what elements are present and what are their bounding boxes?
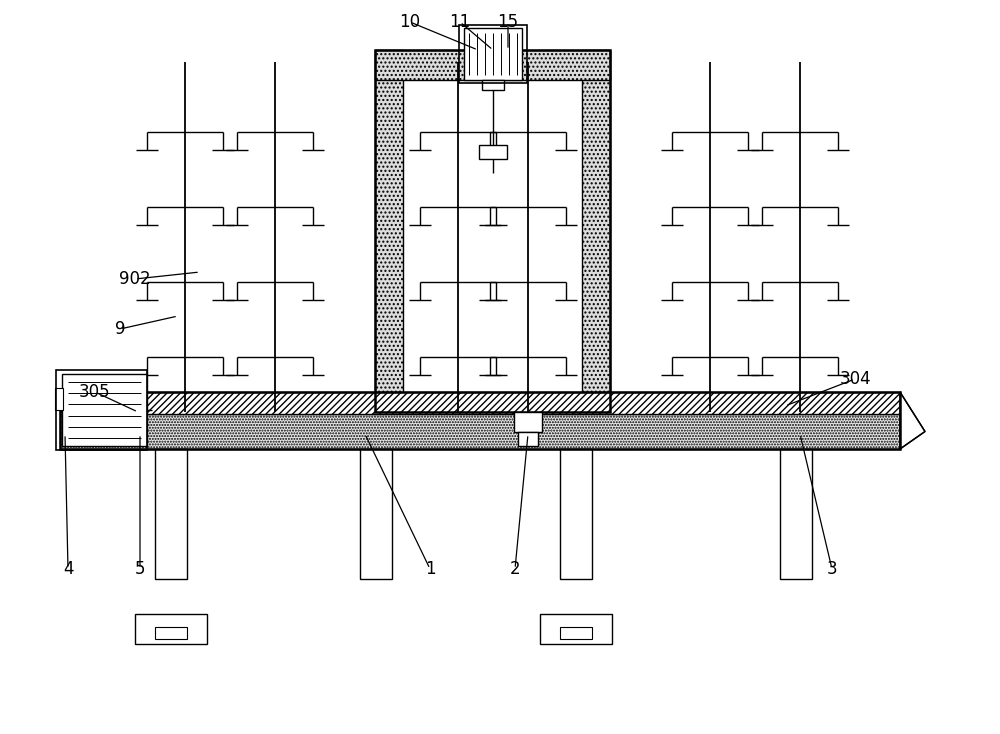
Bar [135,614,207,644]
Text: 1: 1 [425,560,435,578]
Text: 3: 3 [827,560,837,578]
Bar [514,412,542,432]
Bar [155,627,187,639]
Text: 902: 902 [119,270,151,288]
Text: 2: 2 [510,560,520,578]
Text: 304: 304 [839,370,871,388]
Text: 4: 4 [63,560,73,578]
Bar [60,414,900,449]
Bar [60,392,900,414]
Text: 11: 11 [449,13,471,31]
Bar [464,28,522,80]
Bar [60,392,900,449]
Bar [155,449,187,579]
Bar [375,50,610,80]
Bar [560,449,592,579]
Bar [518,432,538,446]
Bar [582,50,610,412]
Bar [780,449,812,579]
Bar [560,627,592,639]
Polygon shape [900,392,925,449]
Text: 15: 15 [497,13,519,31]
Bar [375,50,610,412]
Text: 9: 9 [115,320,125,338]
Bar [56,370,147,450]
Bar [479,145,507,159]
Text: 5: 5 [135,560,145,578]
Bar [482,80,504,90]
Bar [540,614,612,644]
Bar [55,388,63,410]
Bar [459,25,527,83]
Bar [360,449,392,579]
Text: 305: 305 [79,383,111,401]
Bar [375,50,403,412]
Text: 10: 10 [399,13,421,31]
Bar [62,374,147,446]
